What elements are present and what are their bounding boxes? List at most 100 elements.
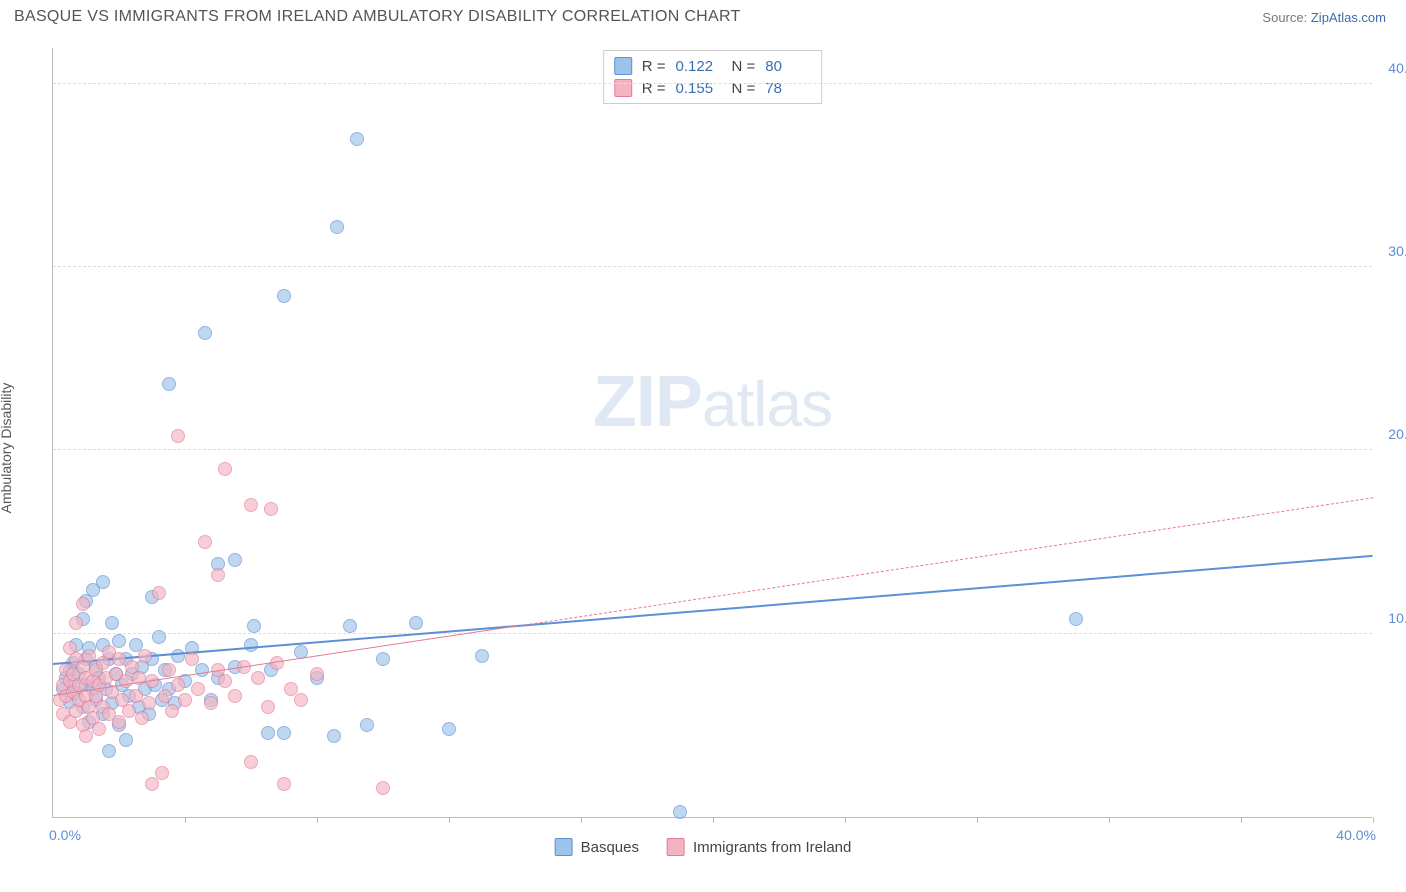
data-point-ireland bbox=[218, 462, 232, 476]
gridline bbox=[53, 266, 1372, 267]
data-point-ireland bbox=[112, 652, 126, 666]
data-point-ireland bbox=[178, 693, 192, 707]
r-label: R = bbox=[642, 58, 666, 75]
data-point-ireland bbox=[171, 678, 185, 692]
x-tick bbox=[449, 817, 450, 823]
r-value: 0.122 bbox=[676, 58, 722, 75]
legend-series: Basques Immigrants from Ireland bbox=[555, 838, 852, 856]
legend-item: Basques bbox=[555, 838, 639, 856]
x-tick bbox=[1373, 817, 1374, 823]
chart-title: BASQUE VS IMMIGRANTS FROM IRELAND AMBULA… bbox=[14, 8, 741, 26]
data-point-ireland bbox=[158, 689, 172, 703]
data-point-ireland bbox=[310, 667, 324, 681]
y-tick-label: 30.0% bbox=[1388, 243, 1406, 259]
data-point-basques bbox=[261, 726, 275, 740]
data-point-ireland bbox=[69, 616, 83, 630]
data-point-ireland bbox=[112, 715, 126, 729]
x-tick bbox=[1109, 817, 1110, 823]
data-point-ireland bbox=[92, 722, 106, 736]
data-point-basques bbox=[330, 220, 344, 234]
x-tick bbox=[845, 817, 846, 823]
data-point-basques bbox=[475, 649, 489, 663]
data-point-basques bbox=[244, 638, 258, 652]
data-point-ireland bbox=[198, 535, 212, 549]
data-point-basques bbox=[360, 718, 374, 732]
data-point-ireland bbox=[135, 711, 149, 725]
data-point-ireland bbox=[155, 766, 169, 780]
data-point-basques bbox=[102, 744, 116, 758]
data-point-basques bbox=[96, 575, 110, 589]
data-point-ireland bbox=[211, 568, 225, 582]
data-point-ireland bbox=[165, 704, 179, 718]
legend-label: Basques bbox=[581, 839, 639, 856]
data-point-ireland bbox=[171, 429, 185, 443]
watermark: ZIPatlas bbox=[593, 361, 832, 443]
y-tick-label: 40.0% bbox=[1388, 60, 1406, 76]
x-tick bbox=[977, 817, 978, 823]
data-point-ireland bbox=[244, 498, 258, 512]
data-point-basques bbox=[673, 805, 687, 819]
data-point-basques bbox=[112, 634, 126, 648]
n-value: 80 bbox=[765, 58, 811, 75]
x-axis-min-label: 0.0% bbox=[49, 827, 81, 843]
data-point-basques bbox=[376, 652, 390, 666]
data-point-ireland bbox=[261, 700, 275, 714]
plot-region: ZIPatlas R =0.122N =80R =0.155N =78 0.0%… bbox=[52, 48, 1372, 818]
data-point-ireland bbox=[162, 663, 176, 677]
x-axis-max-label: 40.0% bbox=[1336, 827, 1376, 843]
x-tick bbox=[185, 817, 186, 823]
data-point-basques bbox=[119, 733, 133, 747]
data-point-ireland bbox=[277, 777, 291, 791]
data-point-basques bbox=[152, 630, 166, 644]
x-tick bbox=[581, 817, 582, 823]
data-point-ireland bbox=[82, 649, 96, 663]
legend-stats: R =0.122N =80R =0.155N =78 bbox=[603, 50, 823, 104]
y-tick-label: 20.0% bbox=[1388, 426, 1406, 442]
legend-stat-row: R =0.122N =80 bbox=[614, 55, 812, 77]
y-axis-label: Ambulatory Disability bbox=[0, 383, 14, 514]
data-point-basques bbox=[162, 377, 176, 391]
legend-swatch bbox=[667, 838, 685, 856]
data-point-basques bbox=[327, 729, 341, 743]
data-point-basques bbox=[247, 619, 261, 633]
data-point-basques bbox=[195, 663, 209, 677]
data-point-ireland bbox=[191, 682, 205, 696]
data-point-ireland bbox=[218, 674, 232, 688]
data-point-basques bbox=[409, 616, 423, 630]
data-point-ireland bbox=[76, 597, 90, 611]
gridline bbox=[53, 449, 1372, 450]
data-point-ireland bbox=[376, 781, 390, 795]
watermark-light: atlas bbox=[702, 368, 832, 440]
data-point-basques bbox=[171, 649, 185, 663]
data-point-ireland bbox=[129, 689, 143, 703]
source-link[interactable]: ZipAtlas.com bbox=[1311, 10, 1386, 25]
gridline bbox=[53, 83, 1372, 84]
data-point-ireland bbox=[122, 704, 136, 718]
chart-header: BASQUE VS IMMIGRANTS FROM IRELAND AMBULA… bbox=[0, 0, 1406, 30]
data-point-basques bbox=[198, 326, 212, 340]
data-point-basques bbox=[277, 289, 291, 303]
data-point-basques bbox=[228, 553, 242, 567]
data-point-ireland bbox=[145, 777, 159, 791]
regression-line-basques bbox=[53, 555, 1373, 665]
data-point-ireland bbox=[152, 586, 166, 600]
data-point-ireland bbox=[142, 696, 156, 710]
data-point-basques bbox=[277, 726, 291, 740]
legend-label: Immigrants from Ireland bbox=[693, 839, 851, 856]
data-point-ireland bbox=[264, 502, 278, 516]
data-point-ireland bbox=[204, 696, 218, 710]
chart-area: Ambulatory Disability ZIPatlas R =0.122N… bbox=[14, 38, 1392, 858]
data-point-ireland bbox=[138, 649, 152, 663]
legend-item: Immigrants from Ireland bbox=[667, 838, 851, 856]
data-point-ireland bbox=[244, 755, 258, 769]
data-point-basques bbox=[442, 722, 456, 736]
x-tick bbox=[317, 817, 318, 823]
data-point-ireland bbox=[228, 689, 242, 703]
data-point-ireland bbox=[251, 671, 265, 685]
source-label: Source: bbox=[1262, 10, 1307, 25]
x-tick bbox=[713, 817, 714, 823]
legend-stat-row: R =0.155N =78 bbox=[614, 77, 812, 99]
data-point-ireland bbox=[79, 729, 93, 743]
data-point-basques bbox=[105, 616, 119, 630]
y-tick-label: 10.0% bbox=[1388, 610, 1406, 626]
